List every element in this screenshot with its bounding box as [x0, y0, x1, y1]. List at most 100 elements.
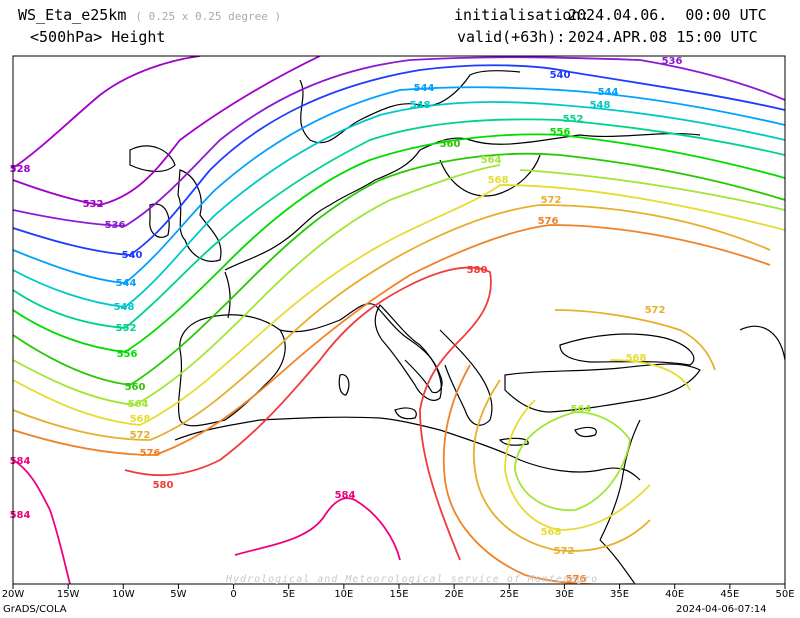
caspian-coast — [739, 325, 785, 361]
contour-568-1 — [609, 359, 691, 391]
contour-label-540: 540 — [122, 250, 143, 261]
baltic-coast — [439, 154, 541, 197]
x-tick-label: 25E — [499, 589, 519, 600]
contour-572-1 — [554, 309, 716, 371]
contour-564-1 — [519, 169, 785, 211]
x-tick-label: 35E — [610, 589, 630, 600]
contour-564-2 — [514, 411, 631, 511]
contour-552 — [13, 118, 785, 329]
contour-528 — [13, 56, 201, 169]
contour-576 — [13, 224, 771, 456]
contour-label-544: 544 — [414, 83, 435, 94]
contour-536 — [13, 56, 785, 227]
contour-label-576: 576 — [538, 216, 559, 227]
x-tickmarks — [12, 584, 786, 589]
contour-label-584: 584 — [335, 490, 356, 501]
init-label: initialisation: — [454, 6, 590, 24]
contour-label-568: 568 — [626, 353, 647, 364]
contour-568 — [13, 184, 785, 426]
footer-right: 2024-04-06-07:14 — [676, 604, 767, 615]
med-north-coast — [279, 303, 443, 394]
levant-coast — [599, 419, 641, 541]
sardinia-coast — [338, 373, 350, 396]
contour-540 — [13, 64, 785, 256]
contour-584-1 — [234, 497, 401, 561]
contour-label-572: 572 — [645, 305, 666, 316]
contour-label-556: 556 — [117, 349, 138, 360]
x-tick-label: 10E — [334, 589, 354, 600]
contour-label-536: 536 — [105, 220, 126, 231]
contour-label-572: 572 — [541, 195, 562, 206]
contour-572 — [13, 204, 771, 441]
x-tick-label: 50E — [775, 589, 795, 600]
iberia-coast — [177, 314, 286, 427]
contour-label-576: 576 — [566, 574, 587, 585]
contour-label-560: 560 — [125, 382, 146, 393]
x-tick-label: 20E — [444, 589, 464, 600]
contour-label-584: 584 — [10, 510, 31, 521]
france-coast — [224, 271, 231, 319]
north-africa-coast — [174, 416, 641, 481]
valid-label: valid(+63h): — [457, 28, 566, 46]
footer-left: GrADS/COLA — [3, 604, 67, 615]
contour-label-536: 536 — [662, 56, 683, 67]
contour-560 — [13, 152, 785, 386]
x-tick-label: 5W — [170, 589, 187, 600]
x-tick-label: 30E — [554, 589, 574, 600]
italy-coast — [374, 304, 442, 401]
valid-value: 2024.APR.08 15:00 UTC — [568, 28, 758, 46]
model-title: WS_Eta_e25km ( 0.25 x 0.25 degree ) — [18, 6, 282, 24]
x-tick-label: 40E — [665, 589, 685, 600]
contour-label-532: 532 — [83, 199, 104, 210]
contour-label-544: 544 — [598, 87, 619, 98]
contour-label-564: 564 — [571, 404, 592, 415]
contour-label-580: 580 — [153, 480, 174, 491]
contour-label-584: 584 — [10, 456, 31, 467]
x-tick-label: 10W — [111, 589, 135, 600]
contour-568-2 — [504, 399, 651, 531]
contour-564 — [13, 164, 501, 406]
contour-label-552: 552 — [563, 114, 584, 125]
x-tick-label: 15E — [389, 589, 409, 600]
contour-label-564: 564 — [128, 399, 149, 410]
north-europe-coast — [224, 132, 701, 271]
british-isles-coast — [177, 169, 222, 262]
black-sea-coast — [559, 333, 695, 366]
cyprus-coast — [574, 426, 597, 438]
contour-label-556: 556 — [550, 127, 571, 138]
ireland-coast — [149, 203, 170, 238]
balkans-coast — [439, 329, 493, 426]
contour-labels: 5285325365405445485525565605645685725765… — [10, 56, 683, 585]
map-frame-bg — [13, 56, 785, 584]
contour-label-580: 580 — [467, 265, 488, 276]
x-tick-label: 45E — [720, 589, 740, 600]
contour-label-572: 572 — [554, 546, 575, 557]
init-value: 2024.04.06. 00:00 UTC — [568, 6, 767, 24]
x-tick-label: 5E — [282, 589, 296, 600]
contour-532 — [13, 56, 321, 206]
contour-label-548: 548 — [410, 100, 431, 111]
resolution-note: ( 0.25 x 0.25 degree ) — [135, 10, 282, 23]
contour-label-576: 576 — [140, 448, 161, 459]
x-tick-label: 15W — [56, 589, 80, 600]
contour-544 — [13, 86, 785, 284]
contour-548 — [13, 101, 785, 308]
contour-lines — [13, 56, 785, 584]
watermark: Hydrological and Meteorological service … — [226, 574, 599, 585]
contour-572-2 — [472, 379, 651, 552]
coastlines — [129, 70, 785, 584]
turkey-coast — [504, 363, 701, 413]
contour-label-528: 528 — [10, 164, 31, 175]
iceland-coast — [129, 145, 176, 172]
scandinavia-coast — [299, 70, 521, 144]
contour-label-548: 548 — [590, 100, 611, 111]
contour-576-1 — [442, 364, 635, 584]
contour-label-564: 564 — [481, 155, 502, 166]
contour-label-568: 568 — [488, 175, 509, 186]
field-title: <500hPa> Height — [30, 28, 166, 46]
contour-584 — [13, 459, 71, 584]
contour-label-548: 548 — [114, 302, 135, 313]
contour-label-560: 560 — [440, 139, 461, 150]
contour-label-552: 552 — [116, 323, 137, 334]
